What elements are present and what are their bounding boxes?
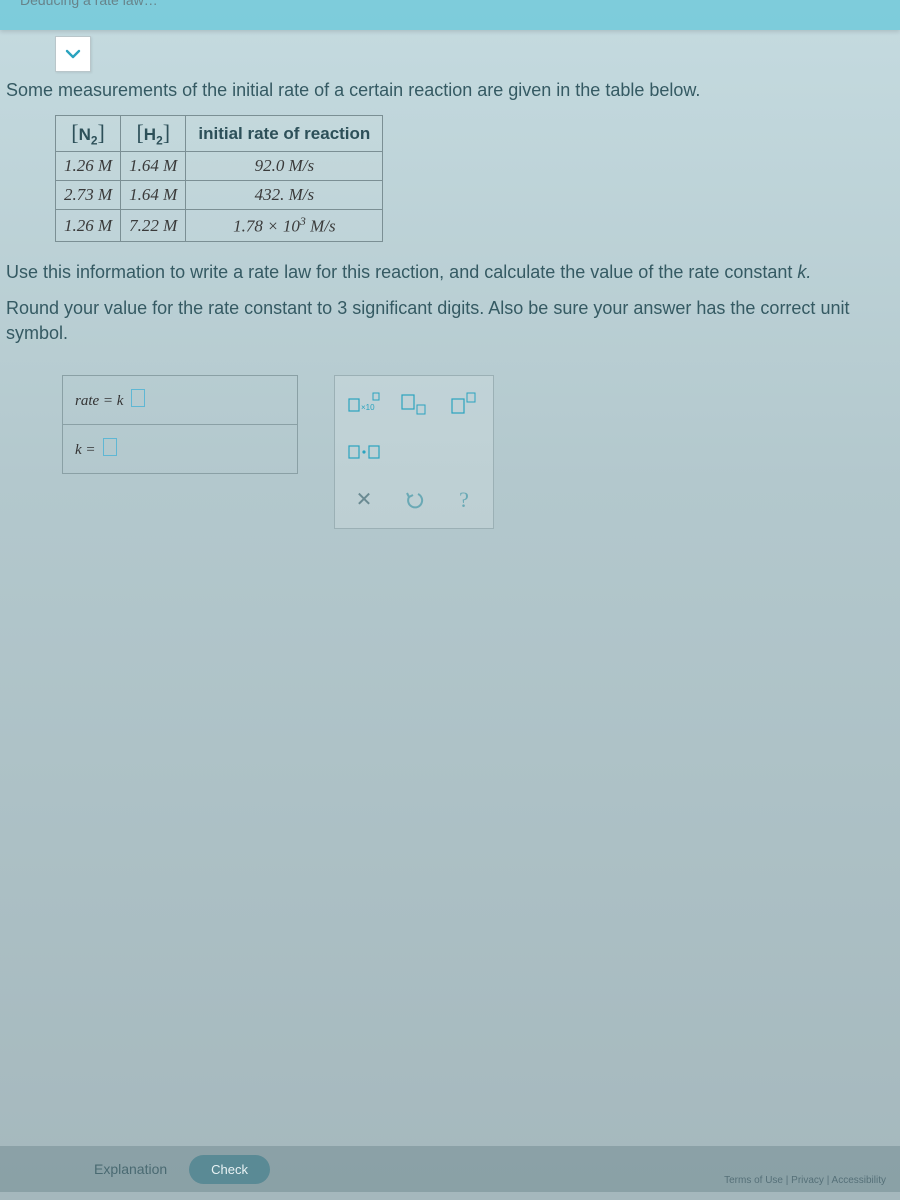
tool-undo[interactable] (391, 478, 437, 522)
cell-n2: 1.26 M (56, 210, 121, 242)
answer-table: rate = k k = (62, 375, 298, 474)
x-icon: ✕ (356, 487, 373, 512)
instruction-2: Round your value for the rate constant t… (6, 296, 890, 345)
chevron-down-icon (64, 45, 82, 63)
intro-text: Some measurements of the initial rate of… (6, 80, 900, 101)
cell-rate: 1.78 × 103 M/s (186, 210, 383, 242)
tool-help[interactable]: ? (441, 478, 487, 522)
svg-text:×10: ×10 (361, 403, 375, 412)
tool-clear[interactable]: ✕ (341, 478, 387, 522)
tool-empty (391, 430, 437, 474)
explanation-button[interactable]: Explanation (90, 1155, 171, 1183)
cell-rate: 92.0 M/s (186, 152, 383, 181)
table-header-row: [N2] [H2] initial rate of reaction (56, 116, 383, 152)
tool-sci-notation[interactable]: ×10 (341, 382, 387, 426)
table-row: 1.26 M 1.64 M 92.0 M/s (56, 152, 383, 181)
cell-h2: 1.64 M (121, 152, 186, 181)
collapse-toggle[interactable] (55, 36, 91, 72)
k-input-slot[interactable] (103, 438, 117, 456)
help-icon: ? (459, 487, 469, 513)
tool-empty (441, 430, 487, 474)
cell-rate: 432. M/s (186, 181, 383, 210)
table-row: 2.73 M 1.64 M 432. M/s (56, 181, 383, 210)
rate-input-slot[interactable] (131, 389, 145, 407)
module-header: Deducing a rate law… (0, 0, 900, 30)
col-header-h2: [H2] (121, 116, 186, 152)
cell-h2: 7.22 M (121, 210, 186, 242)
cell-n2: 2.73 M (56, 181, 121, 210)
instruction-1: Use this information to write a rate law… (6, 260, 890, 284)
table-row: 1.26 M 7.22 M 1.78 × 103 M/s (56, 210, 383, 242)
cell-h2: 1.64 M (121, 181, 186, 210)
col-header-n2: [N2] (56, 116, 121, 152)
formula-toolbox: ×10 ✕ ? (334, 375, 494, 529)
col-header-rate: initial rate of reaction (186, 116, 383, 152)
tool-subscript[interactable] (391, 382, 437, 426)
cell-n2: 1.26 M (56, 152, 121, 181)
data-table: [N2] [H2] initial rate of reaction 1.26 … (55, 115, 383, 242)
tool-multiply-dot[interactable] (341, 430, 387, 474)
footer-links[interactable]: Terms of Use | Privacy | Accessibility (724, 1175, 886, 1186)
k-input-cell[interactable]: k = (63, 424, 298, 473)
tool-superscript[interactable] (441, 382, 487, 426)
rate-input-cell[interactable]: rate = k (63, 375, 298, 424)
check-button[interactable]: Check (189, 1155, 270, 1184)
undo-icon (403, 489, 425, 511)
module-title: Deducing a rate law… (20, 0, 158, 8)
